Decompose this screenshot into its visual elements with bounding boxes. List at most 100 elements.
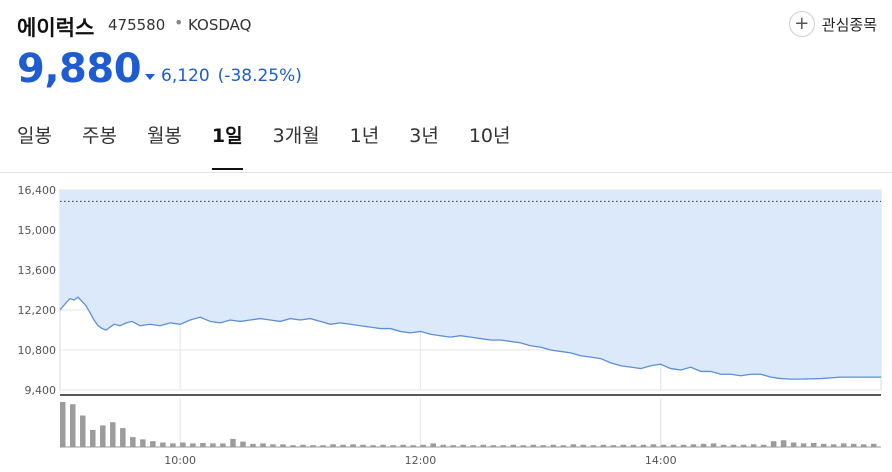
volume-bar [800, 443, 807, 447]
volume-bar [270, 444, 276, 447]
volume-bar [510, 444, 517, 447]
volume-bar [600, 444, 607, 447]
volume-bar [360, 444, 366, 447]
volume-bar [150, 441, 156, 447]
volume-bar [490, 445, 497, 447]
market-name: KOSDAQ [188, 16, 252, 34]
volume-bar [240, 441, 246, 447]
volume-bar [410, 445, 416, 447]
volume-bar [220, 443, 226, 447]
volume-bar [570, 444, 577, 447]
volume-bar [440, 444, 446, 447]
volume-bar [730, 444, 737, 447]
stock-header: 에이럭스 475580 • KOSDAQ + 관심종목 [17, 8, 877, 44]
price-change: 6,120 (-38.25%) [145, 66, 302, 86]
volume-bar [530, 444, 537, 447]
change-percent: (-38.25%) [217, 66, 302, 86]
volume-bar [610, 445, 617, 447]
volume-bar [370, 445, 376, 447]
x-tick-label: 10:00 [164, 454, 196, 467]
volume-bar [660, 444, 667, 447]
volume-bar [640, 444, 647, 447]
period-tabs: 일봉 주봉 월봉 1일 3개월 1년 3년 10년 [17, 120, 541, 172]
tab-daily[interactable]: 일봉 [17, 125, 52, 147]
volume-bar [460, 444, 466, 447]
volume-bar [310, 445, 316, 447]
volume-bar [250, 443, 256, 447]
y-tick-label: 13,600 [18, 264, 57, 277]
tab-weekly[interactable]: 주봉 [81, 125, 117, 147]
price-chart[interactable]: 9,400 10,800 12,200 13,600 15,000 16,400 10:00… [0, 180, 892, 472]
plus-circle-icon[interactable]: + [788, 11, 815, 37]
volume-bar [670, 444, 677, 447]
volume-bar [180, 442, 186, 447]
volume-bar [350, 444, 356, 447]
tab-10year[interactable]: 10년 [468, 125, 511, 147]
volume-bar [210, 443, 216, 447]
volume-bar [790, 442, 797, 447]
volume-bar [560, 445, 567, 447]
volume-bar [810, 442, 817, 447]
volume-bar [320, 445, 326, 447]
tab-monthly[interactable]: 월봉 [146, 125, 182, 147]
volume-bar [680, 444, 687, 447]
volume-bar [580, 444, 587, 447]
add-favorite-button[interactable]: + 관심종목 [788, 10, 877, 38]
volume-bar [750, 444, 757, 447]
volume-bar [620, 444, 627, 447]
volume-bar [230, 438, 236, 447]
volume-bar [630, 444, 637, 447]
tab-divider [0, 172, 892, 173]
current-price: 9,880 [17, 46, 142, 92]
tab-1year[interactable]: 1년 [349, 125, 380, 147]
volume-bar [710, 443, 717, 447]
volume-bar [650, 444, 657, 447]
y-tick-label: 9,400 [25, 384, 57, 397]
volume-bar [700, 443, 707, 447]
y-tick-label: 10,800 [18, 344, 57, 357]
volume-bar [290, 445, 296, 447]
change-amount: 6,120 [161, 66, 210, 86]
volume-bar [830, 444, 837, 447]
volume-bar [760, 444, 767, 447]
triangle-down-icon [145, 74, 155, 80]
volume-bar [100, 425, 106, 447]
volume-bar [690, 444, 697, 447]
volume-bar [540, 445, 547, 447]
volume-bar [520, 445, 527, 447]
favorite-label[interactable]: 관심종목 [821, 15, 877, 34]
tab-3year[interactable]: 3년 [409, 125, 439, 147]
y-tick-label: 16,400 [18, 184, 57, 197]
y-tick-label: 15,000 [18, 224, 57, 237]
volume-bar [140, 439, 146, 447]
volume-bar [770, 441, 777, 447]
volume-bar [60, 402, 66, 447]
x-tick-label: 12:00 [405, 454, 437, 467]
volume-bar [450, 445, 456, 447]
volume-bar [260, 443, 266, 447]
volume-bar [400, 444, 406, 447]
volume-bar [550, 444, 557, 447]
price-line [59, 296, 881, 380]
volume-bar [90, 429, 96, 447]
volume-bar [70, 404, 76, 447]
volume-bar [110, 422, 116, 447]
volume-bar [200, 442, 206, 447]
tab-1day[interactable]: 1일 [211, 120, 243, 170]
volume-bar [340, 444, 346, 447]
y-tick-label: 12,200 [18, 304, 57, 317]
volume-bar [390, 445, 396, 447]
tab-3month[interactable]: 3개월 [272, 125, 320, 147]
volume-bar [280, 444, 286, 447]
volume-bar [130, 437, 136, 447]
volume-bar [470, 445, 476, 447]
volume-bar [430, 443, 436, 447]
volume-bar [330, 444, 336, 447]
volume-bar [780, 440, 787, 447]
x-tick-label: 14:00 [645, 454, 677, 467]
volume-bar [420, 444, 426, 447]
volume-bar [840, 443, 847, 447]
volume-bar [870, 443, 877, 447]
stock-name: 에이럭스 [17, 16, 95, 40]
volume-bar [740, 444, 747, 447]
